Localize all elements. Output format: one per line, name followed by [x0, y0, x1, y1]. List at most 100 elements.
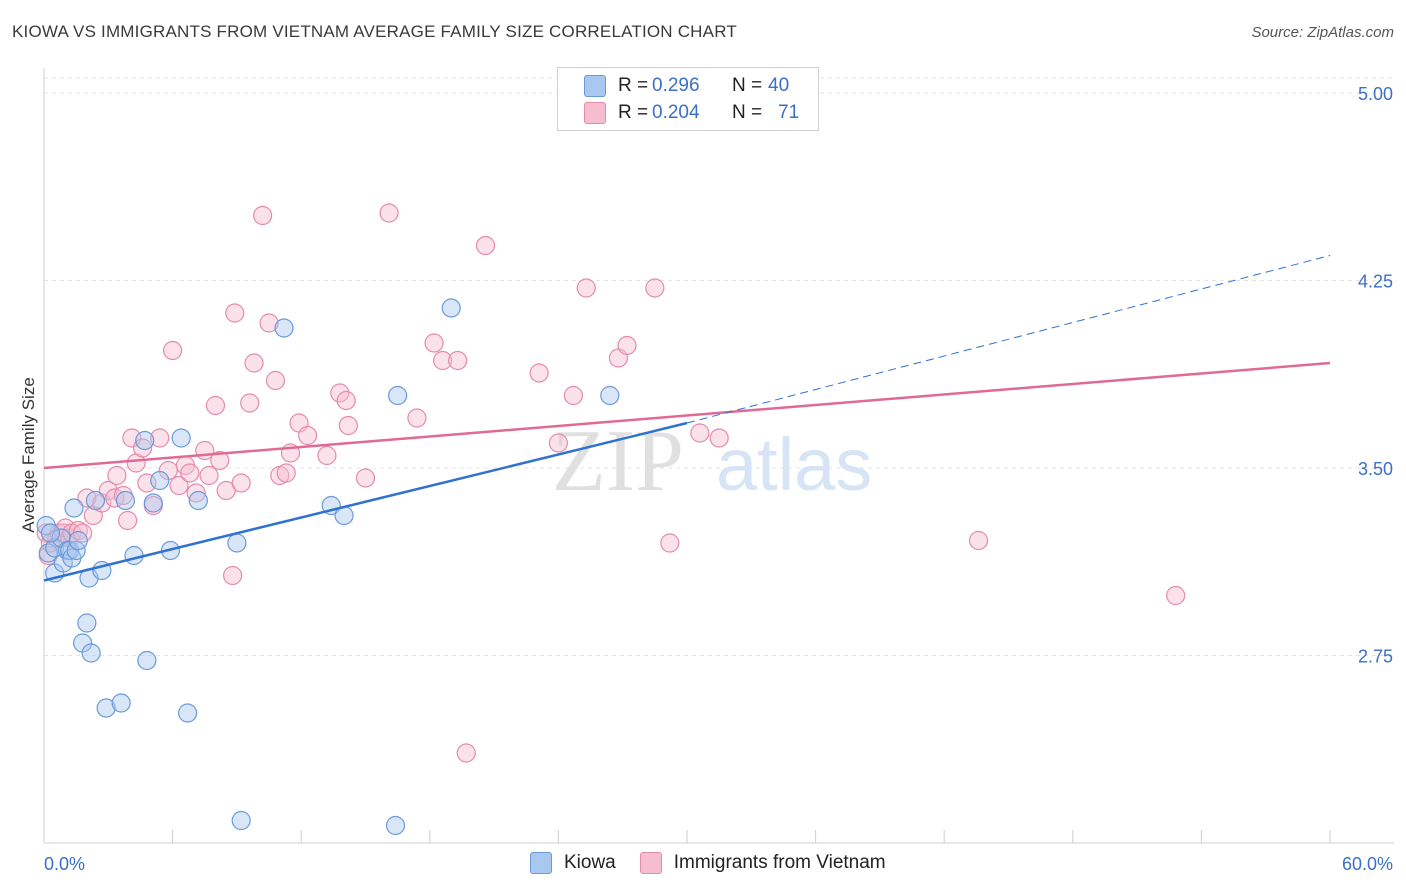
trend-line-kiowa — [43, 421, 688, 582]
data-point-vietnam — [448, 350, 468, 371]
kiowa-swatch — [530, 852, 552, 874]
trend-line-kiowa-extension — [686, 255, 1331, 424]
data-point-vietnam — [223, 565, 243, 586]
data-point-vietnam — [576, 278, 596, 298]
vietnam-swatch — [639, 852, 662, 874]
data-point-kiowa — [388, 385, 408, 406]
watermark: ZIP atlas — [552, 413, 872, 510]
n-label: N = — [732, 75, 763, 96]
data-point-vietnam — [180, 463, 200, 483]
data-point-kiowa — [600, 385, 620, 406]
data-point-vietnam — [150, 428, 170, 448]
series-vietnam-points — [36, 203, 1186, 763]
data-point-kiowa — [64, 498, 84, 518]
data-point-vietnam — [617, 335, 637, 356]
y-tick-label: 2.75 — [1358, 647, 1393, 667]
data-point-vietnam — [330, 383, 350, 403]
data-point-vietnam — [117, 510, 138, 531]
data-point-vietnam — [98, 480, 118, 501]
r-label: R = — [618, 102, 649, 123]
data-point-kiowa — [135, 430, 155, 451]
data-point-vietnam — [259, 313, 279, 333]
data-point-kiowa — [68, 530, 88, 551]
data-point-vietnam — [529, 363, 549, 383]
trend-line-vietnam — [43, 361, 1331, 470]
chart-title: KIOWA VS IMMIGRANTS FROM VIETNAM AVERAGE… — [12, 22, 737, 41]
data-point-vietnam — [163, 340, 183, 361]
y-tick-label: 3.50 — [1358, 459, 1393, 479]
n-value: 71 — [778, 102, 800, 123]
data-point-kiowa — [111, 693, 131, 713]
data-point-kiowa — [441, 298, 461, 318]
y-axis-label: Average Family Size — [19, 377, 38, 533]
legend-item-kiowa[interactable]: Kiowa — [530, 852, 616, 874]
data-point-vietnam — [690, 423, 710, 443]
data-point-kiowa — [385, 815, 406, 836]
data-point-vietnam — [298, 425, 318, 446]
data-point-kiowa — [137, 650, 157, 671]
data-point-kiowa — [178, 703, 198, 723]
data-point-vietnam — [210, 450, 230, 471]
data-point-vietnam — [132, 438, 153, 458]
x-ticks — [43, 830, 1331, 843]
data-point-vietnam — [1166, 585, 1186, 606]
data-point-kiowa — [150, 470, 170, 491]
n-label: N = — [732, 102, 763, 123]
y-tick-label: 4.25 — [1358, 272, 1393, 292]
legend-series: Kiowa Immigrants from Vietnam — [530, 852, 910, 874]
x-tick-label: 0.0% — [44, 854, 85, 874]
data-point-vietnam — [355, 468, 376, 488]
data-point-kiowa — [171, 428, 191, 448]
data-point-vietnam — [317, 445, 337, 466]
y-tick-label: 5.00 — [1358, 84, 1393, 104]
data-point-vietnam — [424, 333, 444, 353]
legend-item-vietnam[interactable]: Immigrants from Vietnam — [639, 852, 886, 874]
data-point-vietnam — [231, 473, 251, 493]
data-point-vietnam — [433, 350, 453, 371]
data-point-vietnam — [107, 465, 127, 486]
legend-row-vietnam: R = 0.204 N = 71 — [584, 100, 799, 126]
x-tick-label: 60.0% — [1342, 854, 1393, 874]
data-point-vietnam — [186, 483, 206, 503]
data-point-vietnam — [968, 530, 989, 551]
data-point-kiowa — [124, 545, 144, 566]
data-point-kiowa — [38, 543, 58, 563]
data-point-vietnam — [336, 390, 356, 411]
axes — [43, 68, 1394, 844]
data-point-vietnam — [265, 370, 286, 391]
data-point-vietnam — [253, 205, 273, 226]
data-point-vietnam — [475, 235, 496, 256]
data-point-kiowa — [81, 643, 101, 663]
r-value: 0.204 — [652, 102, 700, 123]
data-point-vietnam — [548, 433, 569, 453]
data-point-vietnam — [379, 203, 399, 223]
data-point-vietnam — [709, 428, 729, 448]
data-point-vietnam — [645, 278, 665, 298]
data-point-vietnam — [225, 303, 245, 323]
data-point-vietnam — [338, 415, 358, 436]
data-point-vietnam — [276, 463, 296, 483]
data-point-kiowa — [96, 698, 116, 718]
data-point-kiowa — [227, 533, 247, 553]
y-tick-labels: 2.75 3.50 4.25 5.00 — [1358, 84, 1393, 667]
data-point-vietnam — [407, 408, 427, 428]
data-point-vietnam — [563, 385, 584, 406]
trend-lines — [43, 255, 1331, 582]
data-point-vietnam — [240, 393, 260, 413]
data-point-vietnam — [205, 395, 226, 416]
data-point-vietnam — [199, 465, 219, 486]
source-label: Source: ZipAtlas.com — [1251, 24, 1394, 41]
r-value: 0.296 — [652, 75, 700, 96]
data-point-kiowa — [188, 490, 208, 511]
vietnam-swatch — [584, 102, 606, 124]
data-point-kiowa — [85, 490, 106, 511]
kiowa-swatch — [584, 75, 606, 97]
data-point-vietnam — [456, 743, 476, 763]
data-point-vietnam — [216, 480, 236, 501]
data-point-kiowa — [77, 613, 97, 633]
legend-label-kiowa: Kiowa — [564, 852, 616, 873]
legend-row-kiowa: R = 0.296 N = 40 — [584, 73, 789, 99]
data-point-kiowa — [274, 318, 294, 338]
data-point-vietnam — [169, 475, 189, 496]
